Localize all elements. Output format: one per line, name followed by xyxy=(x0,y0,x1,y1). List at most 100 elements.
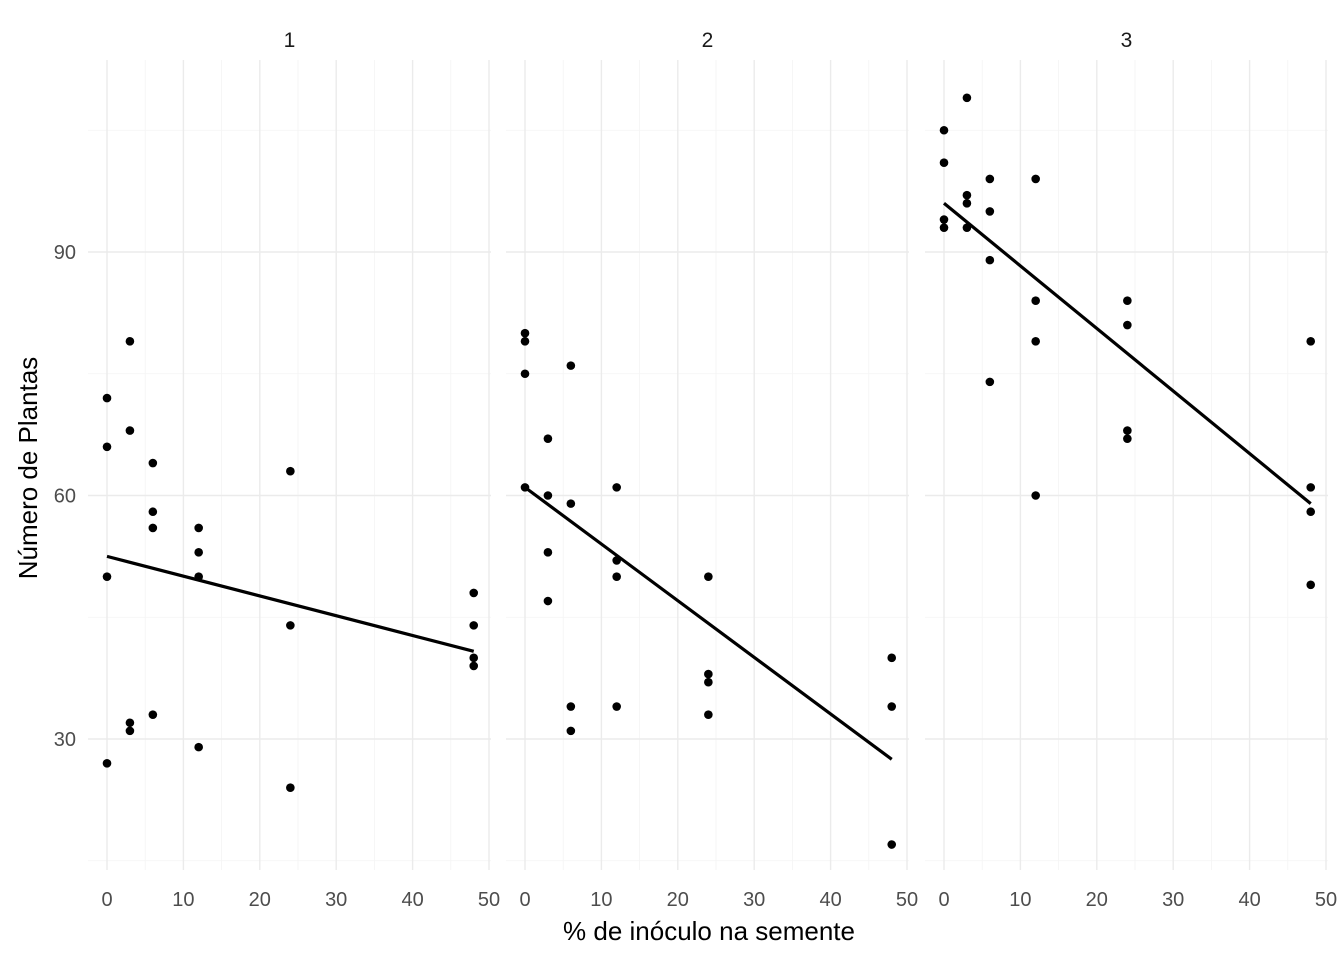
data-point xyxy=(543,434,553,443)
data-point xyxy=(704,572,713,581)
data-point xyxy=(520,336,530,346)
data-point xyxy=(612,483,621,492)
data-point xyxy=(286,621,295,630)
facet-strip-label: 1 xyxy=(284,29,296,52)
data-point xyxy=(1306,483,1316,492)
y-axis-title: Número de Plantas xyxy=(13,357,43,580)
x-tick-label: 30 xyxy=(325,889,347,911)
panel-3: 30 10 20 30 40 50 xyxy=(925,29,1337,911)
x-tick-label: 50 xyxy=(1315,889,1337,911)
data-point xyxy=(1123,434,1132,443)
x-tick-label: 30 xyxy=(1162,889,1184,911)
data-point xyxy=(148,507,158,517)
data-point xyxy=(962,199,972,208)
data-point xyxy=(985,255,995,265)
data-point xyxy=(939,215,949,224)
data-point xyxy=(566,702,576,711)
x-tick-label: 30 xyxy=(743,889,765,911)
data-point xyxy=(469,661,479,671)
data-point xyxy=(1123,296,1132,306)
data-point xyxy=(1031,296,1040,306)
data-point xyxy=(286,466,295,476)
data-point xyxy=(520,328,530,338)
data-point xyxy=(1306,336,1316,346)
trend-line xyxy=(942,202,1312,505)
data-point xyxy=(1123,426,1132,435)
x-tick-label: 20 xyxy=(1086,889,1108,911)
data-point xyxy=(612,702,621,711)
x-tick-label: 10 xyxy=(590,889,612,911)
data-point xyxy=(194,548,203,557)
facet-strip-label: 3 xyxy=(1121,29,1133,52)
data-point xyxy=(469,621,479,630)
data-point xyxy=(1123,320,1132,330)
x-tick-label: 10 xyxy=(1009,889,1031,911)
data-point xyxy=(102,393,112,403)
data-point xyxy=(962,190,972,200)
data-point xyxy=(939,125,949,135)
data-point xyxy=(520,369,530,379)
data-point xyxy=(939,158,949,168)
y-tick-label: 30 xyxy=(54,729,76,751)
data-point xyxy=(148,458,158,468)
data-point xyxy=(194,572,203,581)
data-point xyxy=(102,759,112,768)
data-point xyxy=(566,361,576,370)
data-point xyxy=(148,710,158,719)
data-point xyxy=(543,596,553,606)
data-point xyxy=(543,548,553,557)
data-point xyxy=(1031,336,1040,346)
data-point xyxy=(125,726,135,736)
data-point xyxy=(1031,491,1040,500)
data-point xyxy=(102,442,112,452)
x-tick-label: 0 xyxy=(101,889,112,911)
data-point xyxy=(985,377,995,387)
data-point xyxy=(939,223,949,232)
data-point xyxy=(612,556,621,565)
data-point xyxy=(887,653,897,663)
data-point xyxy=(520,483,530,492)
data-point xyxy=(704,710,713,719)
data-point xyxy=(1306,507,1316,517)
data-point xyxy=(469,653,479,663)
data-point xyxy=(125,718,135,728)
data-point xyxy=(566,726,576,736)
data-point xyxy=(704,677,713,687)
data-point xyxy=(469,588,479,598)
y-tick-label: 90 xyxy=(54,242,76,264)
data-point xyxy=(612,572,621,581)
data-point xyxy=(102,572,112,581)
x-tick-label: 50 xyxy=(896,889,918,911)
data-point xyxy=(194,742,203,752)
data-point xyxy=(1031,174,1040,184)
data-point xyxy=(286,783,295,792)
x-tick-label: 40 xyxy=(1238,889,1260,911)
x-tick-label: 50 xyxy=(478,889,500,911)
data-point xyxy=(887,840,897,849)
facet-strip-label: 2 xyxy=(702,29,714,52)
trend-line xyxy=(524,486,893,761)
data-point xyxy=(704,669,713,679)
data-point xyxy=(543,491,553,500)
x-tick-label: 10 xyxy=(172,889,194,911)
x-tick-label: 20 xyxy=(249,889,271,911)
data-point xyxy=(985,207,995,216)
data-point xyxy=(1306,580,1316,590)
data-point xyxy=(962,223,972,232)
data-point xyxy=(194,523,203,533)
x-tick-label: 0 xyxy=(938,889,949,911)
data-point xyxy=(887,702,897,711)
data-point xyxy=(985,174,995,184)
trend-line xyxy=(106,554,475,653)
data-point xyxy=(148,523,158,533)
x-axis-title: % de inóculo na semente xyxy=(563,916,855,946)
data-point xyxy=(566,499,576,508)
panel-2: 20 10 20 30 40 50 xyxy=(506,29,918,911)
x-tick-label: 20 xyxy=(667,889,689,911)
data-point xyxy=(125,336,135,346)
x-tick-label: 40 xyxy=(401,889,423,911)
x-tick-label: 0 xyxy=(519,889,530,911)
